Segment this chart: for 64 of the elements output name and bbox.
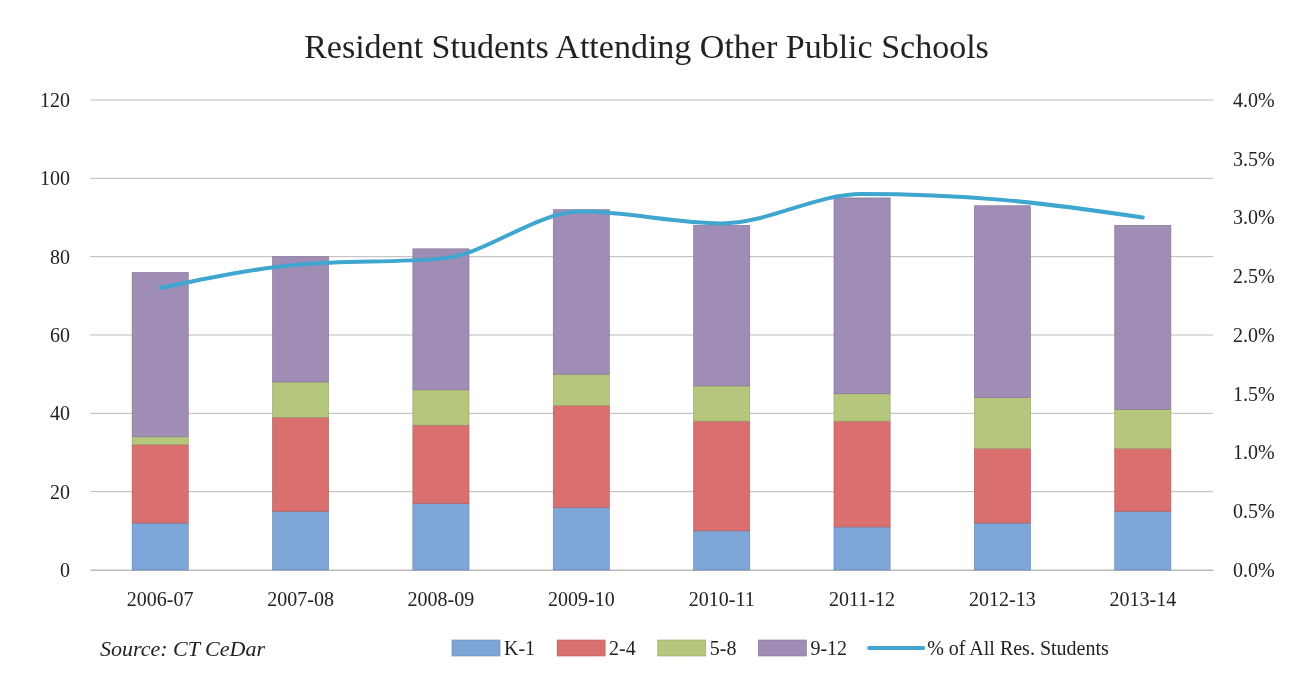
x-tick-label: 2006-07 (126, 588, 194, 611)
bar (412, 389, 470, 426)
y2-tick-label: 1.0% (1233, 441, 1275, 464)
bar (693, 420, 751, 532)
x-tick-label: 2009-10 (547, 588, 615, 611)
bar (1114, 448, 1172, 512)
x-tick-label: 2012-13 (969, 588, 1036, 611)
bar (552, 405, 610, 508)
legend-label: % of All Res. Students (927, 637, 1110, 659)
bar (974, 205, 1031, 398)
bar (833, 420, 891, 528)
bar (412, 424, 470, 504)
bar (974, 397, 1031, 449)
bar (131, 444, 189, 524)
x-tick-label: 2010-11 (688, 588, 755, 611)
bar (693, 385, 751, 422)
bar (272, 510, 329, 571)
legend-label: 5-8 (709, 637, 737, 659)
y2-tick-label: 3.5% (1233, 147, 1275, 170)
bar (1114, 510, 1172, 571)
bar (272, 416, 329, 512)
chart-title: Resident Students Attending Other Public Schools (304, 28, 989, 65)
y-tick-label: 40 (50, 402, 70, 425)
y-tick-label: 0 (60, 558, 70, 581)
bar (693, 530, 751, 571)
bar (693, 225, 751, 387)
y2-tick-label: 2.0% (1233, 323, 1275, 346)
y2-tick-label: 4.0% (1233, 88, 1275, 111)
y-tick-label: 20 (50, 480, 70, 503)
bar (974, 522, 1031, 571)
bar (1114, 225, 1172, 410)
legend-label: 9-12 (810, 637, 848, 659)
bar (974, 448, 1031, 524)
x-tick-label: 2007-08 (267, 588, 334, 611)
source-note: Source: CT CeDar (100, 636, 266, 661)
legend-label: 2-4 (609, 637, 636, 659)
y-tick-label: 100 (40, 167, 70, 190)
y2-tick-label: 2.5% (1233, 265, 1275, 288)
line-series (158, 192, 1145, 290)
y2-tick-label: 1.5% (1233, 382, 1275, 405)
x-tick-label: 2013-14 (1109, 588, 1177, 611)
x-tick-label: 2011-12 (829, 588, 896, 611)
y2-tick-label: 3.0% (1233, 206, 1275, 229)
legend-label: K-1 (504, 637, 536, 659)
bar (833, 526, 891, 571)
x-tick-label: 2008-09 (407, 588, 475, 611)
bar (1114, 409, 1172, 449)
y2-tick-label: 0.5% (1233, 500, 1275, 523)
bar (131, 522, 189, 571)
bar (131, 436, 189, 445)
y2-tick-label: 0.0% (1233, 558, 1275, 581)
y-tick-label: 80 (50, 245, 70, 268)
bar (833, 393, 891, 422)
bar (552, 507, 610, 571)
bar (272, 381, 329, 418)
bar (131, 272, 189, 438)
bar (412, 248, 470, 391)
bar (552, 209, 610, 375)
bar (272, 256, 329, 383)
y-tick-label: 60 (50, 323, 70, 346)
bar (833, 197, 891, 395)
bar (412, 503, 470, 571)
y-tick-label: 120 (40, 88, 70, 111)
bar (552, 373, 610, 406)
